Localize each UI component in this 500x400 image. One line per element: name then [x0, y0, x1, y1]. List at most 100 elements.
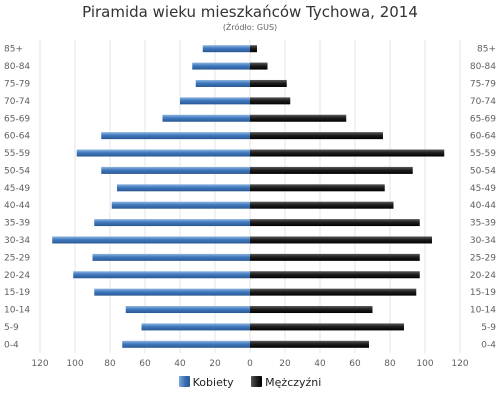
grid-lines [39, 40, 461, 353]
bar-mezczyzni[interactable] [250, 271, 420, 279]
category-label-left: 5-9 [4, 323, 19, 333]
bar-mezczyzni[interactable] [250, 201, 394, 209]
category-label-right: 70-74 [470, 97, 496, 107]
bar-mezczyzni[interactable] [250, 236, 432, 244]
category-label-left: 10-14 [4, 306, 30, 316]
bar-mezczyzni[interactable] [250, 62, 268, 70]
x-tick-label: 80 [104, 359, 116, 369]
bar-mezczyzni[interactable] [250, 79, 287, 87]
category-label-right: 10-14 [470, 306, 496, 316]
x-tick-label: 40 [314, 359, 326, 369]
x-tick-label: 20 [209, 359, 221, 369]
category-label-right: 5-9 [481, 323, 496, 333]
category-label-left: 40-44 [4, 201, 30, 211]
category-labels-left: 85+ 80-84 75-79 70-74 65-69 60-64 55-59 50-54 45… [4, 45, 30, 351]
category-label-right: 40-44 [470, 201, 496, 211]
bar-mezczyzni[interactable] [250, 149, 445, 157]
bar-kobiety[interactable] [94, 288, 250, 296]
x-tick-label: 20 [279, 359, 291, 369]
x-tick-label: 100 [416, 359, 433, 369]
x-tick-label: 40 [174, 359, 186, 369]
legend-label-mezczyzni: Mężczyźni [265, 376, 322, 389]
category-label-right: 25-29 [470, 253, 496, 263]
bars [52, 45, 445, 348]
category-label-left: 65-69 [4, 114, 30, 124]
bar-kobiety[interactable] [162, 114, 251, 122]
category-label-right: 0-4 [481, 340, 496, 350]
x-tick-label: 100 [66, 359, 83, 369]
category-label-right: 20-24 [470, 271, 496, 281]
bar-mezczyzni[interactable] [250, 114, 347, 122]
x-tick-label: 80 [384, 359, 396, 369]
bar-mezczyzni[interactable] [250, 306, 373, 314]
bar-mezczyzni[interactable] [250, 45, 257, 53]
bar-mezczyzni[interactable] [250, 166, 413, 174]
category-label-left: 50-54 [4, 166, 30, 176]
category-label-right: 55-59 [470, 149, 496, 159]
bar-kobiety[interactable] [101, 166, 250, 174]
legend-label-kobiety: Kobiety [192, 376, 234, 389]
category-label-left: 45-49 [4, 184, 30, 194]
x-axis-ticks: 120 100 80 60 40 20 0 20 40 60 80 100 120 [31, 359, 468, 369]
bar-mezczyzni[interactable] [250, 340, 369, 348]
legend-swatch-kobiety [178, 376, 190, 387]
bar-mezczyzni[interactable] [250, 288, 417, 296]
legend-item-kobiety[interactable]: Kobiety [178, 376, 234, 389]
bar-kobiety[interactable] [180, 97, 250, 105]
category-label-right: 15-19 [470, 288, 496, 298]
category-label-left: 30-34 [4, 236, 30, 246]
category-label-left: 15-19 [4, 288, 30, 298]
bar-kobiety[interactable] [76, 149, 250, 157]
bar-kobiety[interactable] [192, 62, 250, 70]
x-tick-label: 120 [31, 359, 48, 369]
category-label-right: 65-69 [470, 114, 496, 124]
bar-mezczyzni[interactable] [250, 132, 383, 140]
bar-kobiety[interactable] [73, 271, 250, 279]
bar-mezczyzni[interactable] [250, 184, 385, 192]
bar-kobiety[interactable] [117, 184, 250, 192]
bar-mezczyzni[interactable] [250, 97, 291, 105]
bar-kobiety[interactable] [195, 79, 250, 87]
chart-title: Piramida wieku mieszkańców Tychowa, 2014 [82, 3, 418, 21]
bar-kobiety[interactable] [94, 219, 250, 227]
category-label-left: 35-39 [4, 219, 30, 229]
bar-kobiety[interactable] [125, 306, 250, 314]
legend-swatch-mezczyzni [251, 376, 263, 387]
legend: Kobiety Mężczyźni [0, 376, 500, 389]
bar-kobiety[interactable] [141, 323, 251, 331]
x-tick-label: 60 [139, 359, 151, 369]
category-label-left: 70-74 [4, 97, 30, 107]
category-label-left: 20-24 [4, 271, 30, 281]
category-label-right: 85+ [477, 45, 496, 55]
category-label-right: 35-39 [470, 219, 496, 229]
chart-subtitle: (Źródło: GUS) [222, 23, 278, 32]
category-label-right: 50-54 [470, 166, 496, 176]
category-label-right: 80-84 [470, 62, 496, 72]
category-label-left: 75-79 [4, 79, 30, 89]
x-tick-label: 0 [247, 359, 253, 369]
legend-item-mezczyzni[interactable]: Mężczyźni [251, 376, 321, 389]
category-label-left: 55-59 [4, 149, 30, 159]
category-label-left: 0-4 [4, 340, 19, 350]
bar-mezczyzni[interactable] [250, 253, 420, 261]
category-label-left: 60-64 [4, 132, 30, 142]
bar-kobiety[interactable] [202, 45, 250, 53]
category-label-right: 60-64 [470, 132, 496, 142]
x-tick-label: 60 [349, 359, 361, 369]
bar-kobiety[interactable] [52, 236, 250, 244]
bar-mezczyzni[interactable] [250, 219, 420, 227]
bar-kobiety[interactable] [101, 132, 250, 140]
category-label-left: 25-29 [4, 253, 30, 263]
category-label-right: 30-34 [470, 236, 496, 246]
category-label-left: 80-84 [4, 62, 30, 72]
category-labels-right: 85+ 80-84 75-79 70-74 65-69 60-64 55-59 50-54 45… [470, 45, 496, 351]
bar-mezczyzni[interactable] [250, 323, 404, 331]
bar-kobiety[interactable] [111, 201, 250, 209]
bar-kobiety[interactable] [122, 340, 250, 348]
category-label-left: 85+ [4, 45, 23, 55]
category-label-right: 45-49 [470, 184, 496, 194]
x-tick-label: 120 [451, 359, 468, 369]
bar-kobiety[interactable] [92, 253, 251, 261]
category-label-right: 75-79 [470, 79, 496, 89]
